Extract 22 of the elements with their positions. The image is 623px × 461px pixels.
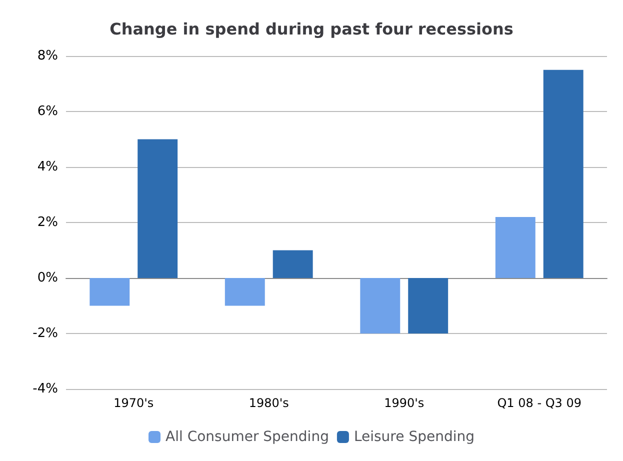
bar (360, 278, 400, 334)
chart-title: Change in spend during past four recessions (110, 20, 514, 38)
y-tick-label: 6% (37, 104, 58, 119)
legend-label: Leisure Spending (354, 429, 474, 445)
bar (138, 139, 178, 278)
bar (90, 278, 130, 306)
y-tick-label: 4% (37, 160, 58, 174)
x-tick-label: Q1 08 - Q3 09 (497, 396, 582, 410)
x-tick-label: 1990's (384, 396, 424, 410)
bar (272, 250, 313, 278)
x-tick-label: 1970's (114, 396, 154, 410)
bar (224, 278, 265, 306)
y-tick-label: 2% (37, 215, 58, 230)
x-tick-label: 1980's (248, 396, 289, 410)
y-tick-label: 8% (37, 48, 58, 64)
bar (495, 216, 536, 278)
y-tick-label: -2% (32, 326, 58, 341)
bar (543, 70, 584, 278)
y-tick-label: 0% (37, 270, 58, 286)
y-tick-label: -4% (32, 382, 58, 396)
legend-label: All Consumer Spending (166, 429, 329, 445)
bar (408, 278, 448, 334)
